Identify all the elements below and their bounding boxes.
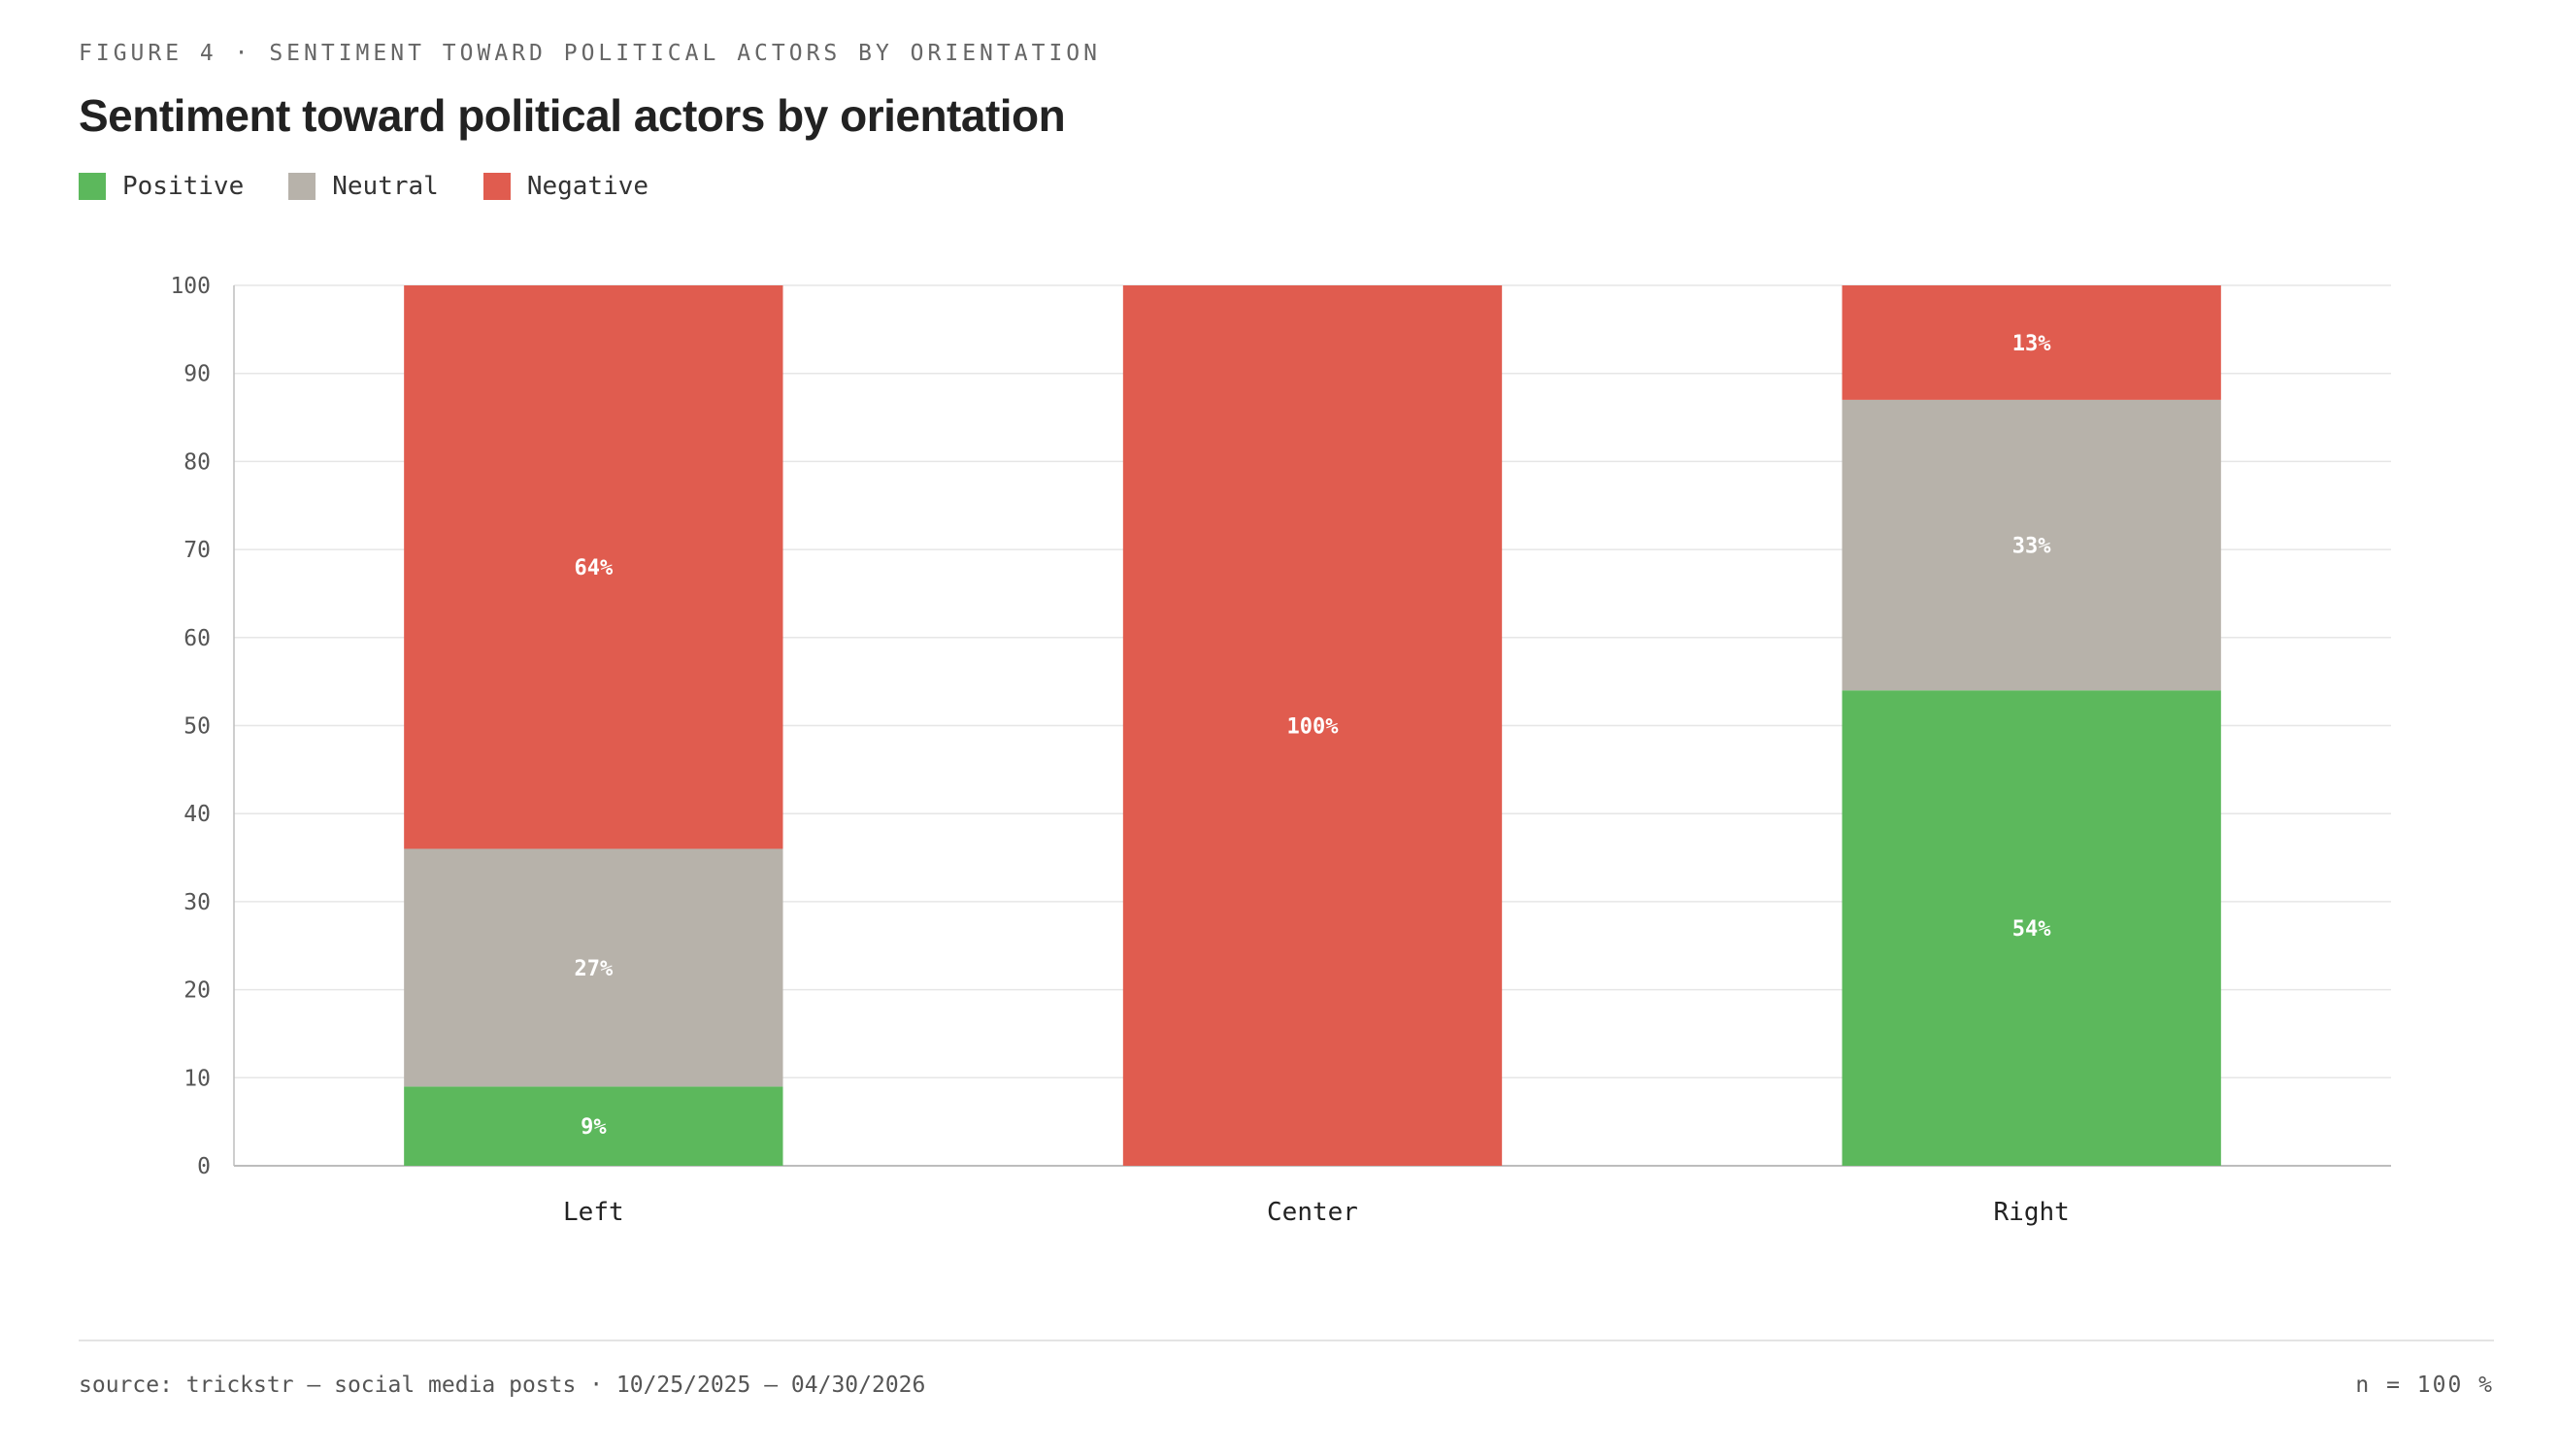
y-tick-label: 40 <box>183 802 211 827</box>
legend-item-neutral: Neutral <box>288 172 439 201</box>
data-label: 100% <box>1287 715 1340 740</box>
data-label: 64% <box>574 556 613 580</box>
y-tick-label: 90 <box>183 362 211 387</box>
bar-segment-neutral-left <box>404 848 783 1087</box>
source-note: source: trickstr — social media posts · … <box>79 1373 926 1398</box>
y-tick-label: 60 <box>183 626 211 651</box>
data-label: 13% <box>2012 332 2051 356</box>
data-label: 54% <box>2012 917 2051 942</box>
y-tick-label: 100 <box>170 274 211 299</box>
x-tick-label: Left <box>563 1198 624 1227</box>
legend-item-negative: Negative <box>482 172 649 201</box>
legend-swatch-positive <box>79 173 106 200</box>
x-tick-label: Center <box>1267 1198 1358 1227</box>
chart-title: Sentiment toward political actors by ori… <box>79 90 1066 141</box>
sample-size-label: n = 100 % <box>2355 1373 2494 1398</box>
legend-swatch-negative <box>482 173 511 200</box>
legend-item-positive: Positive <box>79 172 244 201</box>
y-tick-label: 70 <box>183 538 211 563</box>
y-tick-label: 20 <box>183 978 211 1004</box>
y-tick-label: 30 <box>183 890 211 915</box>
legend-label-negative: Negative <box>526 172 649 201</box>
bar-segment-positive-right <box>1842 690 2221 1166</box>
chart-legend: Positive Neutral Negative <box>79 171 693 202</box>
legend-label-positive: Positive <box>122 172 245 201</box>
bar-segment-negative-center <box>1122 285 1503 1166</box>
stacked-bar-chart: 0 10 20 30 40 50 60 70 80 90 100 9% 27% 64% Left 100% Ce… <box>170 274 2391 1227</box>
y-tick-label: 0 <box>197 1154 211 1179</box>
bar-segment-negative-left <box>404 285 783 849</box>
bar-segment-positive-left <box>404 1086 783 1166</box>
y-tick-label: 50 <box>183 714 211 740</box>
y-tick-label: 10 <box>183 1066 211 1091</box>
data-label: 9% <box>581 1115 607 1140</box>
data-label: 33% <box>2012 535 2051 559</box>
bar-segment-neutral-right <box>1842 399 2221 691</box>
figure-label: FIGURE 4 · SENTIMENT TOWARD POLITICAL AC… <box>79 41 1101 66</box>
x-tick-label: Right <box>1994 1198 2070 1227</box>
legend-label-neutral: Neutral <box>332 172 439 201</box>
bar-segment-negative-right <box>1842 285 2221 400</box>
y-tick-label: 80 <box>183 449 211 475</box>
data-label: 27% <box>574 957 613 981</box>
footer-divider <box>79 1340 2494 1341</box>
legend-swatch-neutral <box>288 173 316 200</box>
